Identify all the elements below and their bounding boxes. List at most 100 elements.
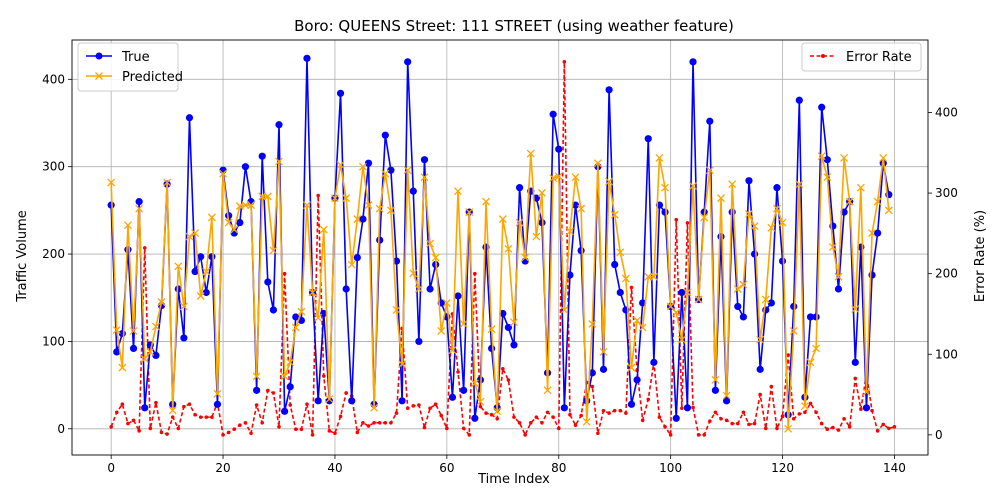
- error-rate-point: [758, 392, 762, 397]
- x-tick-label: 100: [659, 461, 682, 475]
- error-rate-point: [142, 246, 147, 250]
- predicted-point: [370, 403, 379, 412]
- predicted-point: [330, 194, 339, 203]
- true-point: [504, 323, 512, 332]
- error-rate-point: [126, 421, 130, 426]
- predicted-point: [538, 188, 546, 197]
- predicted-point: [392, 306, 401, 314]
- predicted-point: [319, 225, 328, 234]
- true-point: [336, 89, 345, 97]
- error-rate-point: [618, 408, 623, 413]
- predicted-point: [677, 335, 686, 344]
- true-point: [236, 219, 244, 227]
- error-rate-point: [478, 404, 483, 409]
- predicted-point: [129, 326, 138, 335]
- predicted-point: [381, 169, 390, 178]
- error-rate-point: [528, 420, 533, 425]
- predicted-point: [487, 325, 496, 334]
- predicted-point: [789, 326, 798, 335]
- error-rate-point: [394, 411, 399, 415]
- error-rate-point: [428, 406, 432, 411]
- error-rate-point: [551, 415, 555, 419]
- predicted-point: [571, 173, 580, 182]
- predicted-point: [386, 206, 395, 215]
- true-point: [834, 285, 843, 293]
- legend-left-box: [77, 42, 179, 92]
- predicted-point: [426, 239, 435, 248]
- predicted-point: [157, 298, 166, 307]
- true-point: [202, 288, 210, 297]
- error-rate-point: [165, 432, 169, 436]
- error-rate-point: [254, 403, 259, 407]
- true-point: [745, 177, 753, 185]
- error-rate-point: [389, 420, 393, 425]
- predicted-point: [683, 288, 692, 297]
- error-rate-point: [556, 426, 561, 431]
- error-rate-point: [210, 415, 214, 419]
- predicted-point: [884, 206, 893, 215]
- true-point: [806, 313, 815, 321]
- true-point: [241, 163, 250, 171]
- error-rate-point: [691, 405, 695, 410]
- error-rate-point: [344, 391, 348, 395]
- true-point: [773, 184, 781, 192]
- predicted-point: [303, 201, 311, 210]
- predicted-point: [275, 157, 283, 166]
- true-point: [650, 358, 658, 366]
- true-point: [454, 292, 462, 300]
- error-rate-point: [735, 421, 740, 426]
- true-point: [499, 309, 507, 318]
- y-tick-label: 400: [42, 72, 65, 86]
- true-point: [448, 393, 457, 401]
- predicted-point: [565, 227, 574, 236]
- predicted-point: [705, 166, 714, 175]
- plot-area: [107, 54, 897, 438]
- error-rate-point: [730, 421, 734, 426]
- true-line: [110, 58, 890, 419]
- predicted-point: [610, 210, 619, 219]
- error-rate-point: [305, 402, 309, 407]
- error-rate-point: [892, 424, 897, 429]
- y-axis-label: Traffic Volume: [15, 210, 30, 303]
- predicted-point: [482, 197, 490, 206]
- predicted-point: [202, 267, 211, 276]
- error-rate-point: [596, 431, 600, 436]
- error-rate-point: [819, 421, 824, 426]
- error-rate-point: [640, 418, 645, 423]
- true-point: [281, 407, 289, 415]
- true-point: [426, 285, 434, 293]
- true-point: [739, 313, 747, 321]
- error-rate-point: [590, 384, 595, 389]
- predicted-point: [700, 213, 709, 222]
- predicted-point: [297, 307, 306, 316]
- true-point: [113, 348, 121, 356]
- true-point: [734, 302, 742, 311]
- true-point: [717, 232, 725, 241]
- error-rate-point: [489, 412, 494, 417]
- true-point: [141, 404, 149, 412]
- predicted-point: [179, 302, 188, 311]
- true-point: [790, 302, 798, 311]
- error-rate-point: [629, 285, 634, 290]
- y-right-tick-label: 200: [935, 267, 958, 281]
- predicted-point: [448, 346, 457, 355]
- error-rate-point: [221, 433, 225, 437]
- chart-title: Boro: QUEENS Street: 111 STREET (using w…: [294, 17, 734, 35]
- y-right-tick-label: 100: [935, 347, 958, 361]
- error-rate-point: [887, 426, 891, 431]
- predicted-point: [325, 395, 334, 404]
- predicted-point: [627, 363, 636, 372]
- error-rate-point: [663, 424, 667, 429]
- true-point: [689, 58, 697, 66]
- predicted-point: [722, 391, 731, 400]
- true-point: [555, 145, 563, 153]
- error-rate-point: [422, 425, 427, 430]
- true-point: [538, 219, 546, 227]
- x-tick-label: 0: [107, 461, 115, 475]
- error-rate-point: [859, 407, 863, 411]
- predicted-point: [800, 402, 809, 411]
- true-point: [409, 187, 417, 195]
- predicted-point: [784, 424, 793, 433]
- predicted-point: [767, 223, 776, 232]
- predicted-point: [185, 232, 194, 241]
